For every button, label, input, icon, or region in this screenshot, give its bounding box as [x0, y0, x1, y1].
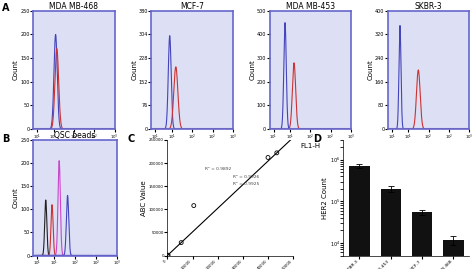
X-axis label: FL1-H: FL1-H: [64, 143, 84, 148]
Point: [190, 203, 198, 208]
X-axis label: FL1-H: FL1-H: [182, 143, 202, 148]
Point: [164, 253, 171, 258]
Title: SKBR-3: SKBR-3: [415, 2, 442, 11]
Y-axis label: HER2 Count: HER2 Count: [322, 177, 328, 219]
Point: [164, 253, 172, 257]
Title: MDA MB-468: MDA MB-468: [49, 2, 99, 11]
Y-axis label: Count: Count: [13, 59, 19, 80]
Bar: [443, 240, 464, 269]
Bar: [349, 166, 370, 269]
Point: [177, 240, 185, 245]
Title: QSC beads: QSC beads: [55, 131, 96, 140]
Y-axis label: ABC Value: ABC Value: [142, 180, 147, 215]
Y-axis label: Count: Count: [131, 59, 137, 80]
Title: MDA MB-453: MDA MB-453: [286, 2, 335, 11]
Text: R² = 0.9925: R² = 0.9925: [233, 182, 259, 186]
X-axis label: FL1-H: FL1-H: [300, 143, 320, 148]
Title: MCF-7: MCF-7: [180, 2, 204, 11]
X-axis label: FL1-H: FL1-H: [419, 143, 438, 148]
Text: B: B: [2, 134, 10, 144]
Y-axis label: Count: Count: [249, 59, 255, 80]
Point: [264, 155, 272, 160]
Text: A: A: [2, 3, 10, 13]
Point: [273, 151, 281, 155]
Text: D: D: [313, 134, 321, 144]
Y-axis label: Count: Count: [13, 187, 19, 208]
Text: C: C: [128, 134, 135, 144]
Text: R² = 0.9926: R² = 0.9926: [233, 175, 259, 179]
Bar: [412, 212, 432, 269]
Text: R² = 0.9892: R² = 0.9892: [205, 167, 231, 171]
Y-axis label: Count: Count: [367, 59, 374, 80]
Bar: [381, 189, 401, 269]
